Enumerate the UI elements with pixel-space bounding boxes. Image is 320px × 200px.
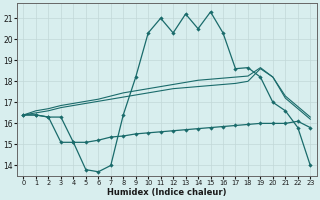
X-axis label: Humidex (Indice chaleur): Humidex (Indice chaleur) xyxy=(107,188,227,197)
